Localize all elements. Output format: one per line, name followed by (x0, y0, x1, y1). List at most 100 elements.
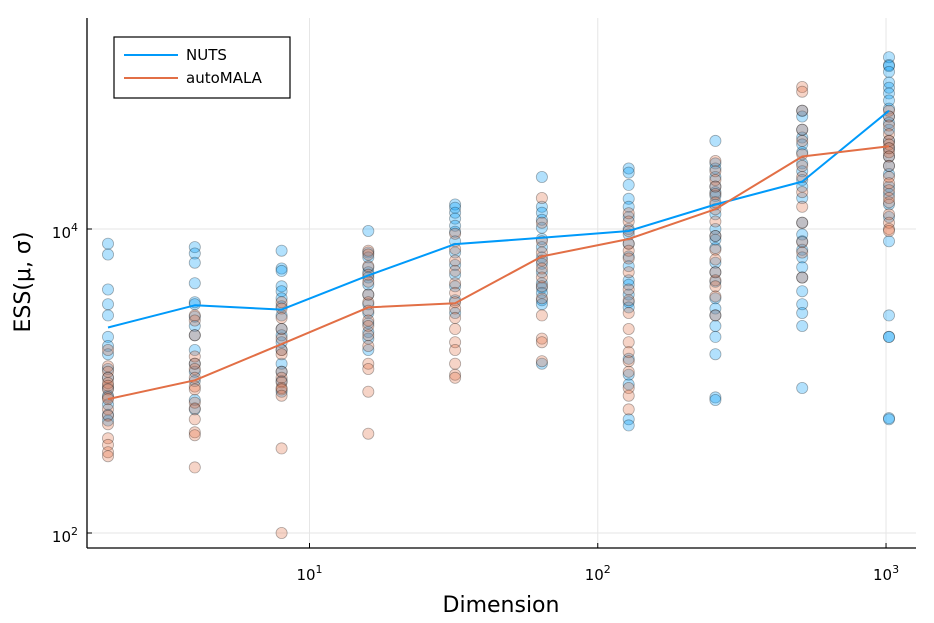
scatter-point-automala (796, 81, 809, 94)
scatter-point-automala (188, 383, 201, 396)
scatter-point-automala (622, 346, 635, 359)
scatter-point-automala (449, 254, 462, 267)
scatter-point-nuts (362, 251, 375, 264)
scatter-point-nuts (622, 278, 635, 291)
scatter-point-automala (188, 413, 201, 426)
scatter-point-automala (275, 311, 288, 324)
scatter-point-nuts (535, 221, 548, 234)
scatter-point-nuts (535, 277, 548, 290)
scatter-point-nuts (883, 81, 896, 94)
scatter-point-automala (535, 355, 548, 368)
scatter-point-automala (883, 159, 896, 172)
scatter-point-nuts (709, 302, 722, 315)
scatter-point-nuts (188, 343, 201, 356)
scatter-point-nuts (796, 228, 809, 241)
scatter-point-nuts (709, 233, 722, 246)
scatter-point-automala (796, 246, 809, 259)
scatter-point-nuts (275, 285, 288, 298)
scatter-point-nuts (188, 319, 201, 332)
scatter-point-nuts (796, 298, 809, 311)
scatter-point-nuts (709, 330, 722, 343)
scatter-point-automala (709, 280, 722, 293)
scatter-point-nuts (709, 134, 722, 147)
scatter-point-automala (796, 186, 809, 199)
scatter-point-nuts (188, 247, 201, 260)
scatter-point-nuts (449, 306, 462, 319)
scatter-point-nuts (883, 330, 896, 343)
scatter-point-nuts (796, 110, 809, 123)
scatter-point-nuts (622, 210, 635, 223)
scatter-point-nuts (275, 329, 288, 342)
scatter-point-automala (449, 357, 462, 370)
scatter-point-automala (796, 271, 809, 284)
scatter-point-automala (275, 348, 288, 361)
scatter-point-nuts (883, 123, 896, 136)
scatter-point-nuts (709, 391, 722, 404)
scatter-point-nuts (275, 292, 288, 305)
x-tick-label: 103 (873, 563, 899, 584)
scatter-point-nuts (102, 237, 115, 250)
scatter-point-automala (275, 383, 288, 396)
scatter-point-nuts (709, 241, 722, 254)
scatter-point-automala (449, 227, 462, 240)
scatter-point-nuts (102, 309, 115, 322)
scatter-point-nuts (449, 258, 462, 271)
scatter-point-automala (362, 319, 375, 332)
scatter-point-automala (362, 329, 375, 342)
scatter-point-nuts (883, 87, 896, 100)
scatter-point-nuts (362, 278, 375, 291)
scatter-point-nuts (362, 246, 375, 259)
scatter-point-nuts (622, 301, 635, 314)
scatter-point-automala (883, 142, 896, 155)
scatter-point-automala (102, 371, 115, 384)
scatter-point-automala (102, 438, 115, 451)
scatter-point-automala (362, 385, 375, 398)
scatter-point-nuts (709, 222, 722, 235)
scatter-point-automala (535, 216, 548, 229)
scatter-point-nuts (188, 277, 201, 290)
scatter-point-nuts (535, 357, 548, 370)
scatter-point-automala (709, 165, 722, 178)
scatter-point-nuts (796, 306, 809, 319)
x-axis-title: Dimension (443, 593, 560, 618)
scatter-point-nuts (449, 201, 462, 214)
scatter-point-automala (275, 322, 288, 335)
scatter-point-nuts (102, 298, 115, 311)
scatter-point-nuts (796, 271, 809, 284)
scatter-point-automala (275, 365, 288, 378)
scatter-point-automala (796, 85, 809, 98)
scatter-point-nuts (275, 262, 288, 275)
scatter-point-automala (102, 360, 115, 373)
scatter-point-automala (535, 262, 548, 275)
scatter-point-automala (622, 215, 635, 228)
scatter-point-nuts (796, 251, 809, 264)
scatter-point-nuts (796, 235, 809, 248)
scatter-point-automala (883, 119, 896, 132)
scatter-point-nuts (883, 76, 896, 89)
scatter-point-automala (622, 381, 635, 394)
scatter-point-automala (622, 294, 635, 307)
scatter-point-automala (622, 252, 635, 265)
scatter-point-nuts (275, 264, 288, 277)
scatter-point-automala (883, 184, 896, 197)
scatter-point-automala (709, 187, 722, 200)
scatter-point-nuts (796, 191, 809, 204)
scatter-point-automala (535, 336, 548, 349)
scatter-point-nuts (535, 298, 548, 311)
scatter-point-automala (449, 277, 462, 290)
scatter-point-nuts (883, 198, 896, 211)
scatter-point-nuts (188, 310, 201, 323)
scatter-point-automala (622, 365, 635, 378)
scatter-point-nuts (102, 330, 115, 343)
scatter-point-nuts (102, 283, 115, 296)
scatter-point-nuts (883, 309, 896, 322)
series-line-automala (107, 145, 890, 401)
scatter-point-automala (883, 216, 896, 229)
scatter-point-nuts (362, 325, 375, 338)
scatter-point-nuts (796, 157, 809, 170)
scatter-point-automala (535, 271, 548, 284)
scatter-point-nuts (796, 285, 809, 298)
scatter-point-nuts (362, 332, 375, 345)
scatter-point-nuts (883, 59, 896, 72)
